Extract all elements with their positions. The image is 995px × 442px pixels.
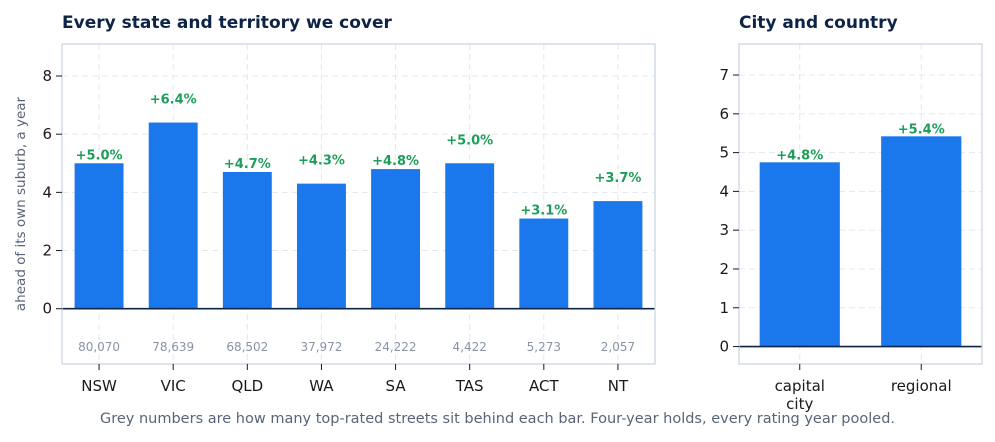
bar (881, 136, 962, 347)
chart-title: Every state and territory we cover (62, 13, 393, 33)
x-tick-label: TAS (455, 377, 484, 395)
y-tick-label: 6 (719, 105, 729, 123)
y-tick-label: 1 (719, 299, 729, 317)
y-axis-label: ahead of its own suburb, a year (13, 96, 29, 311)
bar (222, 172, 272, 309)
count-label: 24,222 (375, 340, 417, 354)
data-label: +4.3% (298, 154, 345, 169)
x-tick-label: regional (891, 377, 952, 395)
plot-frame (738, 43, 983, 365)
count-label: 80,070 (78, 340, 120, 354)
count-label: 5,273 (527, 340, 561, 354)
y-tick-label: 4 (42, 183, 52, 201)
y-tick-label: 5 (719, 144, 729, 162)
bar (593, 201, 643, 309)
count-label: 2,057 (601, 340, 635, 354)
chart-title: City and country (739, 13, 898, 33)
bar (371, 169, 421, 309)
y-tick-label: 3 (719, 221, 729, 239)
data-label: +3.7% (594, 171, 641, 186)
y-tick-label: 2 (719, 260, 729, 278)
x-tick-label: WA (309, 377, 334, 395)
x-tick-label: city (786, 395, 813, 413)
bar (445, 163, 495, 309)
data-label: +6.4% (150, 93, 197, 108)
data-label: +4.7% (224, 157, 271, 172)
count-label: 78,639 (152, 340, 194, 354)
count-label: 4,422 (453, 340, 487, 354)
bar (74, 163, 124, 309)
y-tick-label: 4 (719, 182, 729, 200)
data-label: +5.0% (76, 148, 123, 163)
data-label: +4.8% (372, 154, 419, 169)
plot-frame (61, 43, 656, 365)
y-tick-label: 8 (42, 67, 52, 85)
data-label: +5.0% (446, 133, 493, 148)
state-chart: Every state and territory we cover +5.0% +… (13, 13, 656, 395)
count-label: 37,972 (300, 340, 342, 354)
x-tick-label: NSW (81, 377, 117, 395)
y-tick-label: 0 (719, 338, 729, 356)
count-label: 68,502 (226, 340, 268, 354)
bar (759, 162, 840, 347)
data-label: +5.4% (898, 122, 945, 137)
x-tick-label: SA (386, 377, 407, 395)
bar (296, 183, 346, 309)
y-tick-label: 0 (42, 300, 52, 318)
figure-caption: Grey numbers are how many top-rated stre… (99, 411, 896, 427)
bar (519, 218, 569, 309)
x-tick-label: capital (775, 377, 825, 395)
data-label: +4.8% (776, 148, 823, 163)
y-tick-label: 2 (42, 242, 52, 260)
x-tick-label: ACT (529, 377, 559, 395)
city-country-chart: City and country +4.8% +5.4% 0 1 2 3 4 5 6 7 capita… (719, 13, 983, 413)
y-tick-label: 6 (42, 125, 52, 143)
data-label: +3.1% (520, 204, 567, 219)
x-tick-label: QLD (231, 377, 263, 395)
x-tick-label: NT (608, 377, 629, 395)
bar (148, 122, 198, 309)
y-tick-label: 7 (719, 66, 729, 84)
x-tick-label: VIC (161, 377, 186, 395)
